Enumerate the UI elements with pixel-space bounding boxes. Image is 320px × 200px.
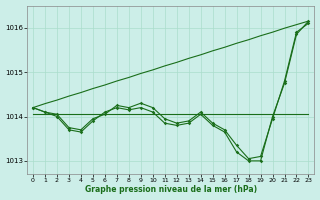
X-axis label: Graphe pression niveau de la mer (hPa): Graphe pression niveau de la mer (hPa) [85,185,257,194]
